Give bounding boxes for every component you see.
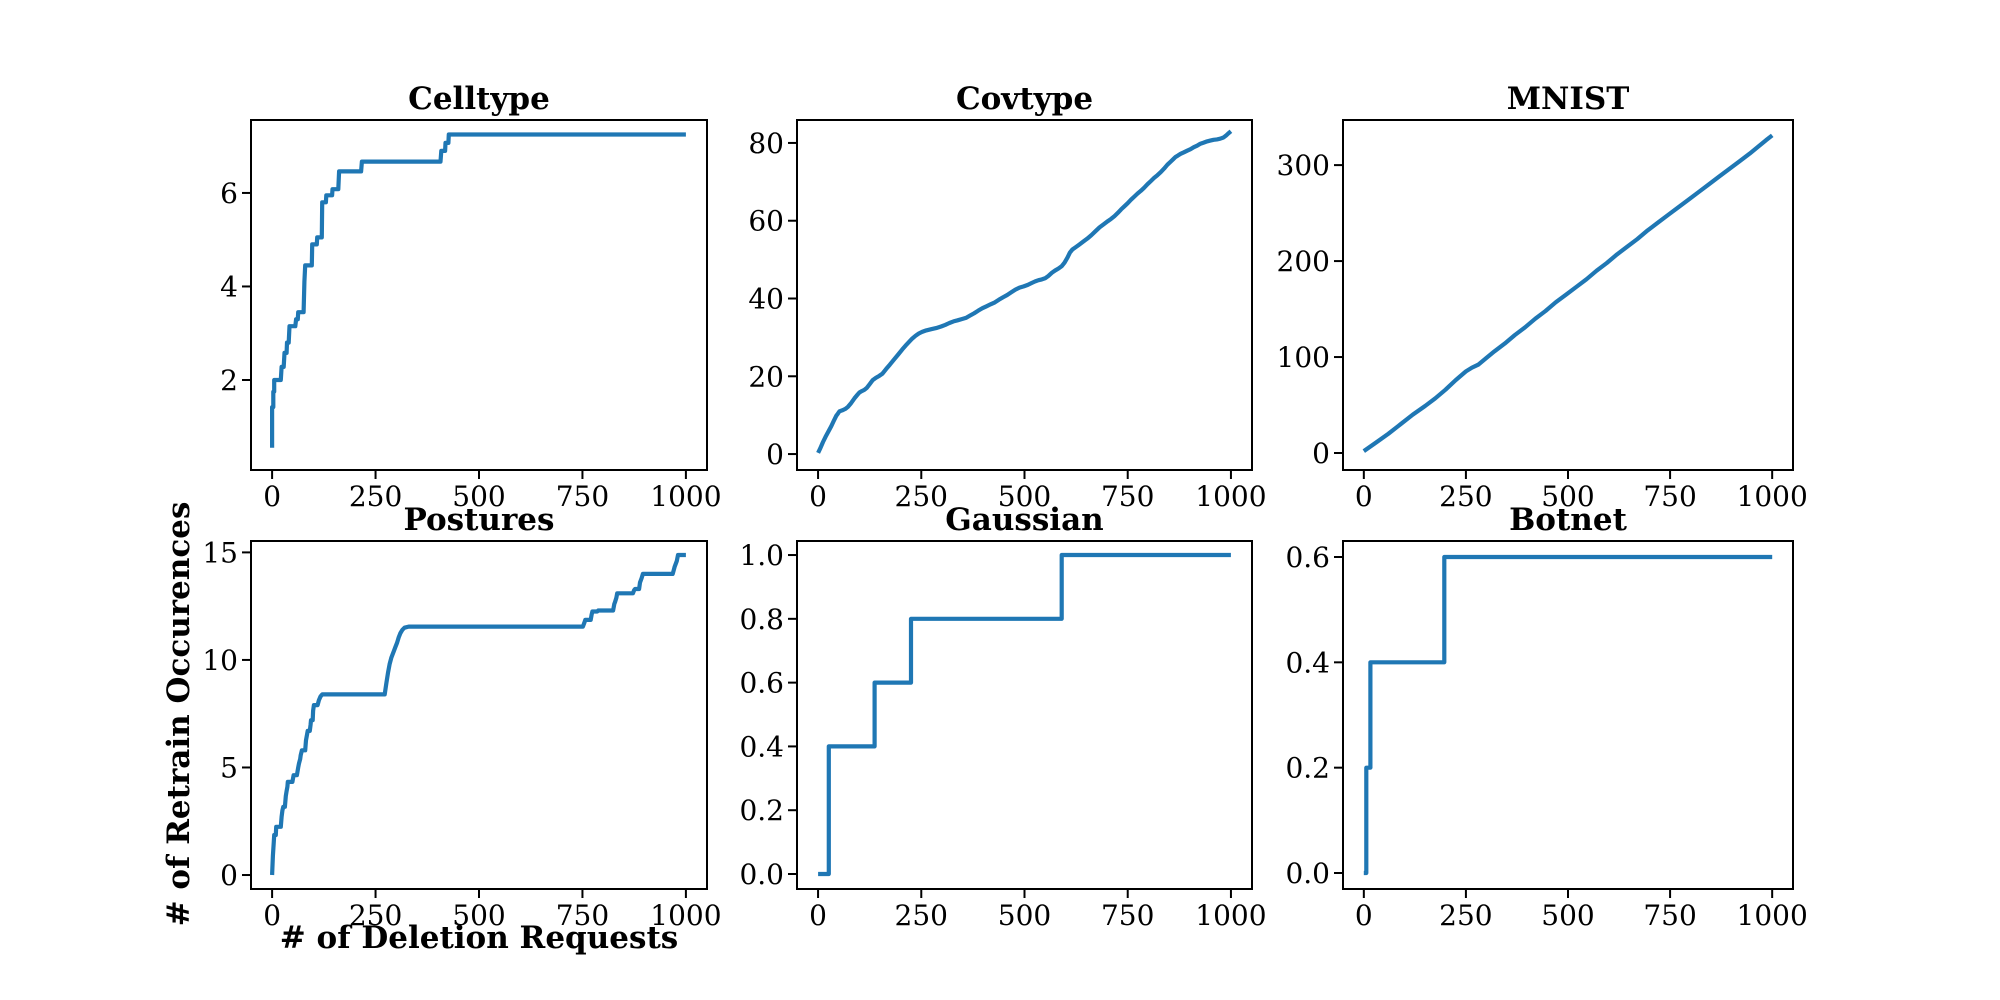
axes-frame — [250, 119, 708, 471]
x-tick-label: 750 — [556, 480, 609, 513]
series-line-celltype — [270, 132, 686, 448]
x-tick-label: 250 — [895, 480, 948, 513]
x-tick-label: 500 — [452, 480, 505, 513]
y-tick-label: 0.0 — [739, 858, 784, 891]
axes-frame — [796, 119, 1253, 471]
x-tick-label: 1000 — [1195, 899, 1266, 932]
subplot-celltype: 0 250 500 750 1000 2 4 6 Celltype — [220, 81, 721, 513]
axes-frame — [1342, 540, 1794, 890]
shared-x-axis-label: # of Deletion Requests — [280, 920, 678, 956]
shared-y-axis-label: # of Retrain Occurences — [161, 502, 197, 927]
x-tick-label: 750 — [556, 899, 609, 932]
x-tick-label: 0 — [1355, 899, 1373, 932]
x-tick-label: 1000 — [1737, 899, 1808, 932]
x-tick-label: 500 — [1541, 480, 1594, 513]
subplot-title-botnet: Botnet — [1509, 502, 1627, 538]
axes-frame — [796, 540, 1253, 890]
x-tick-label: 0 — [1355, 480, 1373, 513]
y-tick-label: 60 — [748, 205, 784, 238]
series-line-covtype — [816, 129, 1233, 454]
y-tick-label: 0.6 — [1285, 541, 1330, 574]
subplot-title-gaussian: Gaussian — [945, 502, 1103, 538]
x-tick-label: 500 — [998, 899, 1051, 932]
y-tick-label: 200 — [1277, 245, 1330, 278]
x-tick-label: 250 — [1439, 899, 1492, 932]
subplot-title-covtype: Covtype — [956, 81, 1093, 117]
y-tick-label: 300 — [1277, 149, 1330, 182]
y-tick-label: 1.0 — [739, 539, 784, 572]
subplot-gaussian: 0 250 500 750 1000 0.0 0.2 0.4 0.6 0.8 1.0 Gaussian — [739, 502, 1266, 932]
y-tick-label: 40 — [748, 283, 784, 316]
x-tick-label: 500 — [452, 899, 505, 932]
y-tick-label: 0.6 — [739, 667, 784, 700]
y-tick-label: 80 — [748, 127, 784, 160]
x-tick-label: 0 — [809, 899, 827, 932]
subplot-title-postures: Postures — [404, 502, 555, 538]
x-tick-label: 1000 — [1195, 480, 1266, 513]
y-tick-label: 4 — [220, 270, 238, 303]
y-tick-label: 15 — [202, 536, 238, 569]
x-tick-label: 750 — [1101, 899, 1154, 932]
y-tick-label: 6 — [220, 177, 238, 210]
x-tick-label: 500 — [1541, 899, 1594, 932]
series-line-botnet — [1363, 554, 1773, 876]
axes-frame — [250, 540, 708, 890]
y-tick-label: 0.4 — [739, 730, 784, 763]
x-tick-label: 750 — [1643, 899, 1696, 932]
series-line-gaussian — [818, 552, 1231, 877]
y-tick-label: 0 — [766, 438, 784, 471]
subplot-postures: 0 250 500 750 1000 0 5 10 15 Postures — [202, 502, 721, 932]
subplot-title-celltype: Celltype — [408, 81, 550, 117]
x-tick-label: 0 — [263, 899, 281, 932]
subplot-covtype: 0 250 500 750 1000 0 20 40 60 80 Covtype — [748, 81, 1266, 513]
y-tick-label: 10 — [202, 644, 238, 677]
x-tick-label: 0 — [809, 480, 827, 513]
subplot-mnist: 0 250 500 750 1000 0 100 200 300 MNIST — [1277, 81, 1808, 513]
y-tick-label: 0.2 — [1285, 752, 1330, 785]
x-tick-label: 250 — [349, 899, 402, 932]
x-tick-label: 1000 — [650, 480, 721, 513]
x-tick-label: 250 — [349, 480, 402, 513]
y-tick-label: 2 — [220, 364, 238, 397]
y-tick-label: 0.2 — [739, 794, 784, 827]
y-tick-label: 0 — [220, 859, 238, 892]
y-tick-label: 0.8 — [739, 603, 784, 636]
series-line-mnist — [1362, 133, 1774, 453]
x-tick-label: 750 — [1643, 480, 1696, 513]
y-tick-label: 20 — [748, 360, 784, 393]
subplot-title-mnist: MNIST — [1507, 81, 1630, 117]
x-tick-label: 250 — [1439, 480, 1492, 513]
x-tick-label: 1000 — [1737, 480, 1808, 513]
x-tick-label: 0 — [263, 480, 281, 513]
y-tick-label: 0.4 — [1285, 646, 1330, 679]
x-tick-label: 250 — [895, 899, 948, 932]
series-line-postures — [270, 552, 686, 876]
y-tick-label: 5 — [220, 751, 238, 784]
subplot-botnet: 0 250 500 750 1000 0.0 0.2 0.4 0.6 Botnet — [1285, 502, 1807, 932]
x-tick-label: 500 — [998, 480, 1051, 513]
y-tick-label: 0 — [1312, 437, 1330, 470]
x-tick-label: 750 — [1101, 480, 1154, 513]
x-tick-label: 1000 — [650, 899, 721, 932]
y-tick-label: 0.0 — [1285, 857, 1330, 890]
y-tick-label: 100 — [1277, 341, 1330, 374]
